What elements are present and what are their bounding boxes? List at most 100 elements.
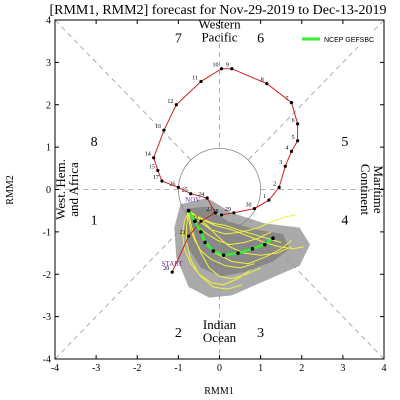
observed-point xyxy=(162,128,166,132)
observed-point-label: 11 xyxy=(192,75,198,81)
y-tick-label: 4 xyxy=(46,16,51,27)
x-tick-label: -1 xyxy=(174,363,182,374)
phase-label: 2 xyxy=(175,326,182,341)
observed-point xyxy=(156,168,160,173)
forecast-mean-point xyxy=(199,230,203,234)
x-tick-label: 0 xyxy=(217,363,222,374)
y-tick-label: 2 xyxy=(46,100,51,111)
observed-point-label: 12 xyxy=(167,99,173,105)
observed-point-label: 4 xyxy=(285,145,288,151)
observed-point xyxy=(252,206,257,211)
x-tick-label: 3 xyxy=(340,363,345,374)
observed-point-label: 7 xyxy=(285,97,288,103)
y-tick-label: 1 xyxy=(46,143,51,154)
ensemble-member-line xyxy=(188,210,304,250)
forecast-mean-point xyxy=(203,240,207,245)
y-tick-label: -2 xyxy=(43,270,51,281)
region-label-line: West. Hem. xyxy=(53,159,68,220)
phase-label: 6 xyxy=(257,31,264,46)
observed-point-label: 14 xyxy=(145,152,151,158)
x-tick-label: -4 xyxy=(51,363,59,374)
observed-point-label: 10 xyxy=(213,63,219,69)
chart-title: [RMM1, RMM2] forecast for Nov-29-2019 to… xyxy=(49,3,386,18)
diagonal-guide xyxy=(54,19,191,160)
legend-label: NCEP GEFSBC xyxy=(324,37,374,44)
y-tick-label: -3 xyxy=(43,312,51,323)
observed-point xyxy=(199,219,203,223)
observed-point xyxy=(230,67,234,71)
observed-point-label: 3 xyxy=(279,160,282,166)
phase-label: 4 xyxy=(341,214,348,229)
forecast-mean-track xyxy=(186,208,275,257)
observed-point-label: 23 xyxy=(206,207,212,213)
ensemble-members xyxy=(181,210,304,290)
x-axis-label: RMM1 xyxy=(204,386,233,397)
observed-point xyxy=(289,101,294,105)
legend: NCEP GEFSBC xyxy=(296,31,382,47)
region-label: Western Pacific xyxy=(198,16,241,44)
forecast-mean-point xyxy=(193,219,197,224)
observed-point xyxy=(205,196,209,200)
annotation-label: START xyxy=(162,260,184,268)
ensemble-member-line xyxy=(188,210,255,269)
region-label-line: Maritime xyxy=(371,165,386,214)
observed-point xyxy=(283,164,287,168)
forecast-mean-point xyxy=(250,247,255,251)
observed-point-label: 28 xyxy=(213,209,219,215)
observed-point-label: 6 xyxy=(292,118,295,124)
observed-point-label: 20 xyxy=(163,266,169,272)
observed-point-label: 1 xyxy=(263,194,266,200)
observed-point xyxy=(187,234,191,238)
region-label-line: Indian xyxy=(203,317,237,332)
observed-point-label: 13 xyxy=(155,124,161,130)
forecast-mean-point xyxy=(221,253,226,257)
observed-point xyxy=(152,156,156,160)
phase-label: 7 xyxy=(175,31,182,46)
forecast-mean-point xyxy=(186,208,191,213)
observed-point xyxy=(170,270,174,274)
x-tick-label: 1 xyxy=(258,363,263,374)
phase-guides xyxy=(54,19,385,360)
ensemble-member-line xyxy=(181,210,243,290)
observed-point-label: 26 xyxy=(169,181,175,187)
forecast-mean-point xyxy=(211,249,216,253)
region-label-line: Continent xyxy=(358,164,373,216)
x-tick-label: 4 xyxy=(382,363,387,374)
region-label: Indian Ocean xyxy=(203,317,237,345)
observed-point xyxy=(265,81,269,86)
observed-point-label: 29 xyxy=(225,207,231,213)
region-label: West. Hem.and Africa xyxy=(53,159,81,220)
phase-label: 5 xyxy=(341,135,348,150)
observed-point-label: 8 xyxy=(261,78,264,84)
observed-point xyxy=(289,149,294,153)
forecast-mean-line xyxy=(187,210,274,257)
y-tick-label: -1 xyxy=(43,227,51,238)
region-label: MaritimeContinent xyxy=(358,164,386,216)
observed-point xyxy=(189,192,193,196)
ensemble-member-line xyxy=(188,210,296,235)
forecast-mean-point xyxy=(236,251,240,255)
observed-point xyxy=(232,211,236,215)
x-tick-label: 2 xyxy=(299,363,304,374)
observed-point xyxy=(296,139,300,143)
observed-point xyxy=(267,198,271,202)
observed-point xyxy=(213,211,217,215)
annotations: START NOV xyxy=(162,196,201,268)
forecast-mean-point xyxy=(271,236,275,241)
observed-point-label: 5 xyxy=(292,135,295,141)
y-axis-label: RMM2 xyxy=(5,175,16,204)
observed-point xyxy=(219,213,224,217)
region-label-line: Ocean xyxy=(203,330,237,345)
observed-point-label: 25 xyxy=(182,188,188,194)
observed-point xyxy=(199,79,203,84)
region-labels: Western Pacific Indian Ocean West. Hem.and A… xyxy=(53,16,386,345)
observed-point-label: 2 xyxy=(273,181,276,187)
observed-point xyxy=(296,122,300,126)
observed-point xyxy=(160,179,164,183)
observed-point-label: 9 xyxy=(226,63,229,69)
x-tick-label: -2 xyxy=(133,363,141,374)
